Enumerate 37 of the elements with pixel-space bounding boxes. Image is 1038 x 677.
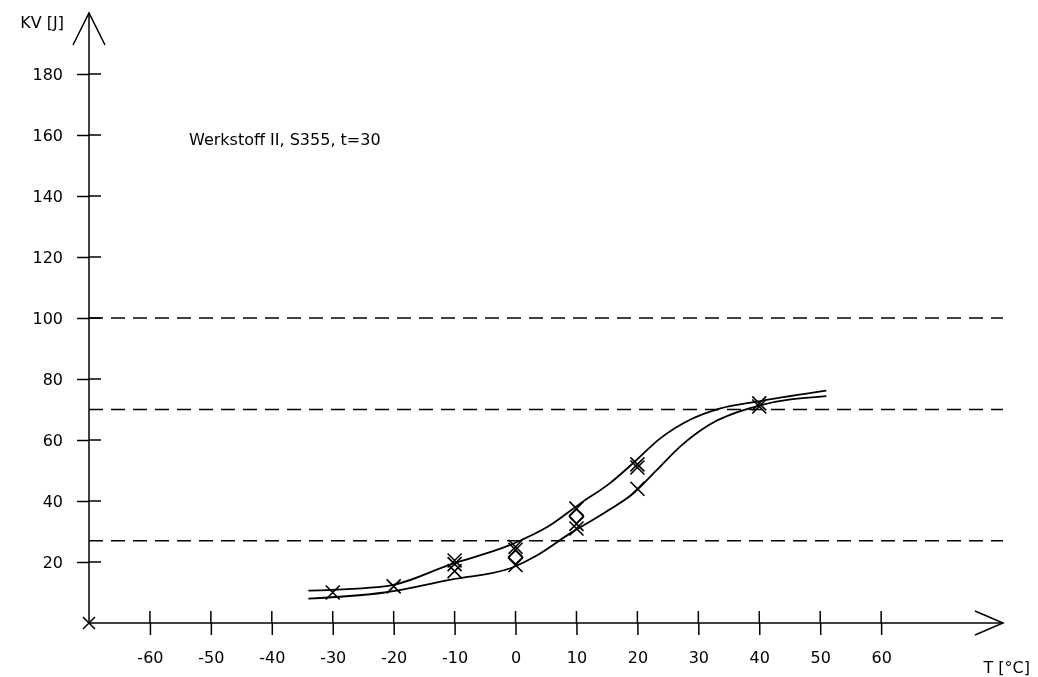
x-tick-label: 10 (566, 648, 588, 667)
point (568, 520, 585, 537)
x-tick-label: -50 (198, 648, 225, 667)
point (629, 481, 646, 497)
y-tick-label: 60 (42, 430, 63, 450)
y-tick-label: 140 (32, 186, 63, 206)
x-tick-label: -30 (320, 648, 347, 667)
point (446, 563, 463, 579)
point (507, 549, 524, 566)
point (568, 500, 585, 517)
point (446, 556, 463, 572)
y-tick-label: 160 (32, 125, 63, 145)
x-axis-title: T [°C] (982, 658, 1030, 677)
x-tick-label: -10 (442, 648, 469, 667)
y-tick-label: 100 (32, 308, 63, 328)
y-tick-label: 120 (32, 247, 63, 267)
y-tick-label: 20 (42, 552, 63, 572)
y-tick-label: 180 (32, 64, 63, 84)
x-tick-label: 20 (627, 648, 649, 667)
x-tick-label: 40 (749, 648, 770, 667)
point (568, 516, 585, 532)
point (568, 508, 585, 525)
x-tick-label: -40 (259, 648, 286, 667)
x-tick-label: 60 (871, 648, 892, 667)
x-tick-label: 50 (810, 648, 831, 667)
y-tick-label: 40 (42, 491, 63, 511)
y-axis-title: KV [J] (20, 13, 64, 32)
point (324, 584, 341, 601)
point (385, 578, 402, 595)
x-tick-label: -20 (381, 648, 408, 667)
x-tick-label: 30 (688, 648, 710, 667)
point (507, 538, 524, 555)
annotation: Werkstoff II, S355, t=30 (189, 130, 381, 149)
x-tick-label: -60 (137, 648, 164, 667)
point (446, 552, 463, 569)
x-tick-label: 0 (510, 648, 522, 667)
y-tick-label: 80 (42, 369, 63, 389)
